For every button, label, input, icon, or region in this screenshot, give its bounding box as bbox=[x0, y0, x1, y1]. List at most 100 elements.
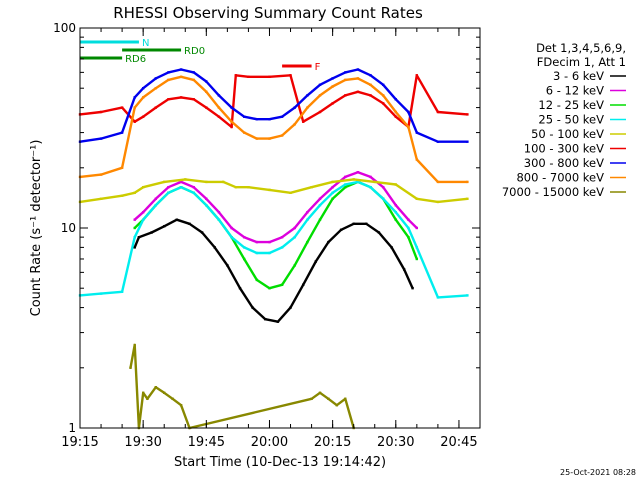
data-point-12-25-kev bbox=[293, 264, 296, 267]
data-point-800-7000-kev bbox=[255, 137, 258, 140]
data-point-25-50-kev bbox=[466, 294, 469, 297]
data-point-300-800-kev bbox=[205, 80, 208, 83]
x-tick-label-19-45: 19:45 bbox=[188, 435, 225, 450]
data-point-3-6-kev bbox=[188, 222, 191, 225]
legend-header-line-1: Det 1,3,4,5,6,9, bbox=[536, 41, 626, 55]
data-point-100-300-kev bbox=[466, 113, 469, 116]
data-point-7000-15000-kev bbox=[344, 397, 347, 400]
data-point-300-800-kev bbox=[154, 77, 157, 80]
data-point-12-25-kev bbox=[415, 257, 418, 261]
data-point-50-100-kev bbox=[268, 188, 271, 192]
y-tick-label-100: 100 bbox=[53, 21, 76, 35]
data-point-800-7000-kev bbox=[407, 125, 410, 129]
data-point-25-50-kev bbox=[217, 218, 221, 221]
x-tick-label-20-30: 20:30 bbox=[377, 435, 414, 450]
annotation-label-n: N bbox=[142, 38, 149, 49]
data-point-7000-15000-kev bbox=[163, 391, 166, 394]
axis-ticks: 1 10 100 19:15 19:30 19:45 20:00 20:15 20:30 20:4… bbox=[53, 21, 481, 450]
data-point-100-300-kev bbox=[167, 98, 170, 101]
data-point-100-300-kev bbox=[205, 106, 208, 109]
data-point-100-300-kev bbox=[302, 120, 305, 123]
data-point-300-800-kev bbox=[344, 71, 347, 74]
data-point-50-100-kev bbox=[331, 180, 334, 184]
data-point-100-300-kev bbox=[356, 90, 360, 93]
data-point-50-100-kev bbox=[415, 197, 418, 200]
timestamp: 25-Oct-2021 08:28 bbox=[560, 468, 636, 477]
data-point-800-7000-kev bbox=[205, 90, 208, 93]
data-point-6-12-kev bbox=[394, 204, 397, 207]
data-point-3-6-kev bbox=[200, 231, 204, 234]
data-point-50-100-kev bbox=[222, 180, 225, 184]
data-point-25-50-kev bbox=[99, 292, 103, 295]
data-point-25-50-kev bbox=[394, 211, 397, 214]
data-point-300-800-kev bbox=[167, 71, 170, 74]
data-point-100-300-kev bbox=[331, 102, 334, 105]
data-point-6-12-kev bbox=[356, 171, 360, 174]
data-point-800-7000-kev bbox=[394, 110, 397, 114]
chart-title: RHESSI Observing Summary Count Rates bbox=[113, 4, 423, 22]
data-point-6-12-kev bbox=[230, 226, 233, 230]
data-point-6-12-kev bbox=[142, 211, 145, 214]
data-point-300-800-kev bbox=[293, 106, 296, 109]
data-point-6-12-kev bbox=[205, 197, 208, 200]
data-point-25-50-kev bbox=[415, 246, 418, 249]
data-point-25-50-kev bbox=[230, 236, 233, 239]
x-tick-label-20-00: 20:00 bbox=[251, 435, 288, 450]
data-point-3-6-kev bbox=[327, 240, 330, 244]
data-point-300-800-kev bbox=[179, 68, 183, 71]
data-point-12-25-kev bbox=[344, 186, 347, 189]
data-point-300-800-kev bbox=[407, 110, 410, 114]
data-point-800-7000-kev bbox=[217, 106, 221, 109]
data-point-100-300-kev bbox=[415, 74, 418, 77]
data-point-25-50-kev bbox=[382, 197, 385, 200]
data-point-100-300-kev bbox=[318, 110, 322, 114]
data-point-12-25-kev bbox=[331, 197, 334, 200]
data-point-100-300-kev bbox=[217, 115, 221, 118]
data-point-800-7000-kev bbox=[133, 106, 136, 109]
data-point-800-7000-kev bbox=[331, 85, 334, 88]
data-point-25-50-kev bbox=[369, 186, 372, 189]
data-point-800-7000-kev bbox=[293, 123, 296, 126]
data-point-12-25-kev bbox=[318, 218, 322, 221]
data-point-50-100-kev bbox=[394, 183, 397, 186]
data-point-25-50-kev bbox=[436, 296, 440, 299]
data-point-3-6-kev bbox=[163, 225, 166, 228]
data-point-50-100-kev bbox=[205, 180, 208, 184]
data-point-3-6-kev bbox=[377, 231, 381, 234]
data-point-6-12-kev bbox=[217, 211, 221, 214]
data-point-6-12-kev bbox=[369, 175, 372, 179]
data-point-800-7000-kev bbox=[268, 137, 271, 140]
data-point-800-7000-kev bbox=[415, 158, 418, 161]
data-point-300-800-kev bbox=[255, 118, 258, 121]
data-point-800-7000-kev bbox=[356, 77, 360, 80]
data-point-100-300-kev bbox=[192, 98, 195, 101]
data-point-6-12-kev bbox=[179, 180, 183, 184]
data-point-300-800-kev bbox=[243, 115, 246, 118]
data-point-800-7000-kev bbox=[369, 83, 372, 86]
data-point-100-300-kev bbox=[268, 75, 271, 78]
data-point-100-300-kev bbox=[436, 110, 440, 114]
data-point-3-6-kev bbox=[251, 306, 254, 309]
data-point-3-6-kev bbox=[365, 222, 368, 225]
data-point-50-100-kev bbox=[436, 200, 440, 204]
data-point-25-50-kev bbox=[120, 290, 124, 293]
data-point-50-100-kev bbox=[466, 197, 469, 200]
data-point-3-6-kev bbox=[314, 260, 317, 263]
data-point-3-6-kev bbox=[175, 218, 178, 221]
data-point-25-50-kev bbox=[306, 218, 309, 221]
data-point-300-800-kev bbox=[436, 140, 440, 143]
data-point-50-100-kev bbox=[133, 191, 136, 194]
data-point-7000-15000-kev bbox=[310, 397, 313, 400]
data-point-800-7000-kev bbox=[306, 106, 309, 109]
data-point-12-25-kev bbox=[306, 240, 309, 244]
data-point-25-50-kev bbox=[318, 204, 322, 207]
data-point-100-300-kev bbox=[382, 102, 385, 105]
data-point-100-300-kev bbox=[394, 115, 397, 118]
legend-label-50-100-kev: 50 - 100 keV bbox=[531, 127, 604, 141]
data-point-6-12-kev bbox=[344, 175, 347, 179]
data-point-25-50-kev bbox=[407, 226, 410, 230]
data-point-7000-15000-kev bbox=[327, 397, 330, 400]
data-point-50-100-kev bbox=[310, 186, 313, 189]
data-point-3-6-kev bbox=[150, 231, 153, 234]
data-point-6-12-kev bbox=[280, 236, 284, 239]
